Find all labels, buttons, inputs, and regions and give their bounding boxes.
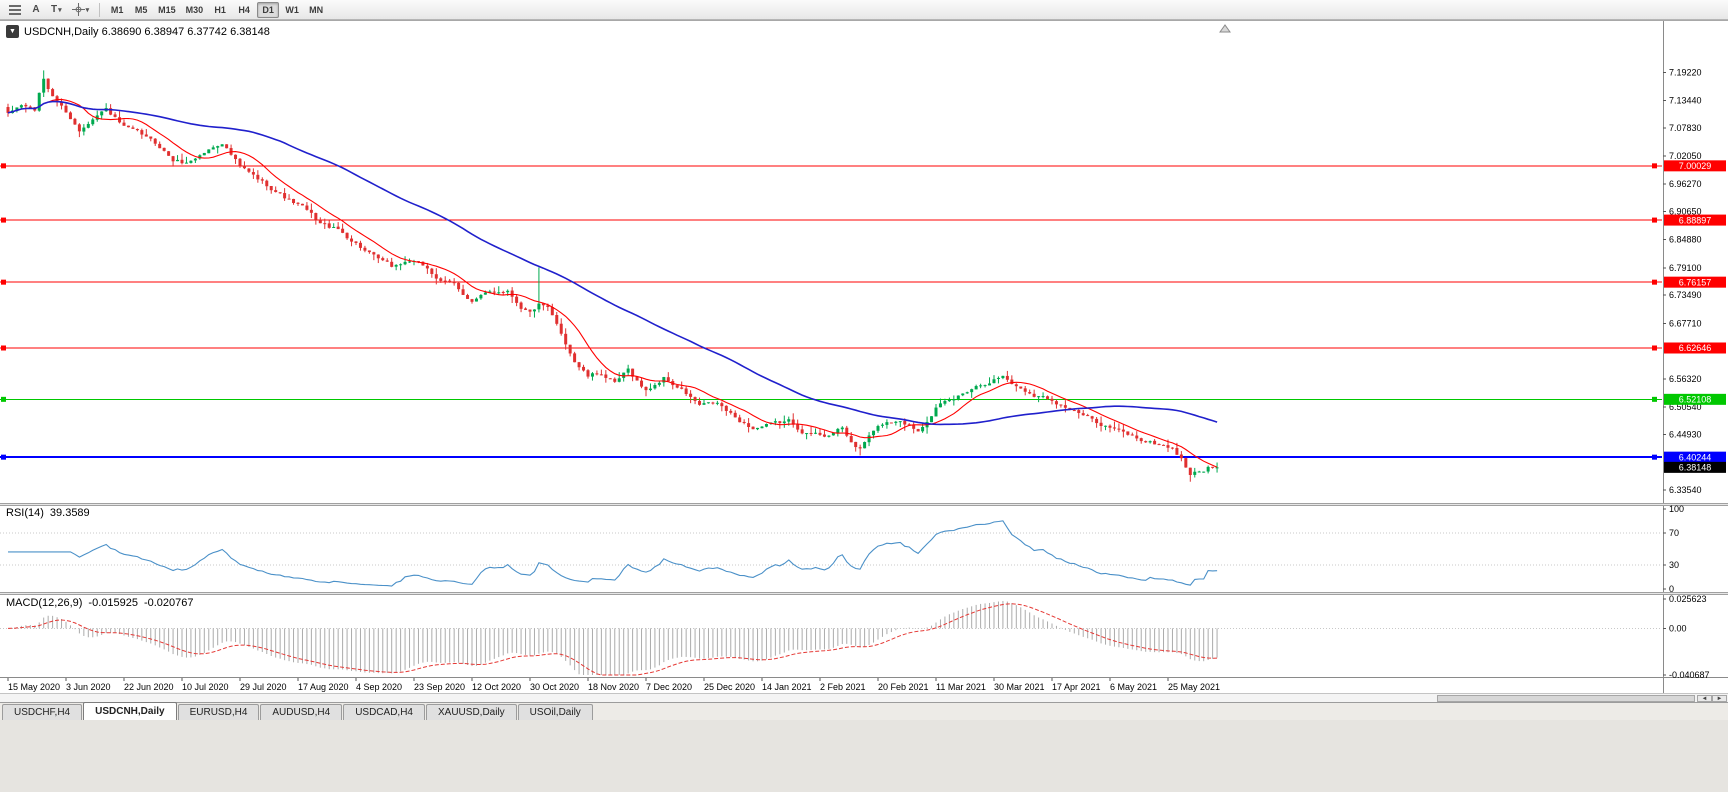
text-label-button[interactable]: A [27,2,45,18]
tile-windows-icon [9,4,21,15]
timeframe-button-d1[interactable]: D1 [257,1,280,18]
chart-tab-eurusd-h4[interactable]: EURUSD,H4 [177,704,260,720]
top-toolbar: A T ▾ ▾ M1 M5 M15 M30 H1 H4 D1 W1 MN [0,0,1728,20]
one-click-trading-button[interactable]: ▼ [6,25,19,38]
triangle-down-icon: ▼ [9,28,16,35]
toolbar-separator [99,2,101,17]
macd-header: MACD(12,26,9) -0.015925 -0.020767 [6,597,194,609]
chart-tab-usdchf-h4[interactable]: USDCHF,H4 [2,704,83,720]
scroll-left-button[interactable]: ◄ [1697,695,1712,702]
type-tool-icon: T [51,4,58,15]
chart-tab-bar: USDCHF,H4 USDCNH,Daily EURUSD,H4 AUDUSD,H4 U… [0,702,1728,720]
timeframe-group: M1 M5 M15 M30 H1 H4 D1 W1 MN [105,1,328,18]
chevron-down-icon: ▾ [58,6,62,14]
timeframe-button-mn[interactable]: MN [309,4,324,15]
scrollbar-thumb[interactable] [1437,695,1695,702]
crosshair-icon [71,3,85,16]
timeframe-button-w1[interactable]: W1 [285,4,299,15]
timeframe-button-h1[interactable]: H1 [214,4,226,15]
symbol-header: ▼ USDCNH,Daily 6.38690 6.38947 6.37742 6… [6,25,270,38]
chart-tab-usdcnh-daily[interactable]: USDCNH,Daily [83,702,177,720]
timeframe-button-m15[interactable]: M15 [158,4,176,15]
rsi-value: 39.3589 [49,507,90,519]
chart-tab-audusd-h4[interactable]: AUDUSD,H4 [260,704,343,720]
type-tool-button[interactable]: T ▾ [47,2,66,18]
rsi-title: RSI(14) [6,507,44,519]
price-scale[interactable] [1663,20,1728,693]
timeframe-button-h4[interactable]: H4 [238,4,250,15]
symbol-header-text: USDCNH,Daily 6.38690 6.38947 6.37742 6.3… [24,25,270,38]
timeframe-button-m30[interactable]: M30 [185,4,204,15]
chart-window[interactable] [0,20,1728,693]
chart-tab-usdcad-h4[interactable]: USDCAD,H4 [343,704,425,720]
window-filler [0,720,1728,792]
chart-tab-xauusd-daily[interactable]: XAUUSD,Daily [425,704,517,720]
arrow-right-icon: ► [1716,695,1723,702]
text-label-icon: A [32,4,40,15]
tile-windows-button[interactable] [5,2,25,18]
macd-value-2: -0.020767 [143,597,194,609]
macd-title: MACD(12,26,9) [6,597,83,609]
macd-value-1: -0.015925 [88,597,138,609]
scroll-right-button[interactable]: ► [1712,695,1727,702]
timeframe-button-m1[interactable]: M1 [110,4,124,15]
rsi-header: RSI(14) 39.3589 [6,507,90,519]
arrow-left-icon: ◄ [1701,695,1708,702]
timeframe-button-m5[interactable]: M5 [134,4,148,15]
chart-tab-usoil-daily[interactable]: USOil,Daily [517,704,593,720]
chevron-down-icon: ▾ [85,6,90,14]
horizontal-scrollbar[interactable]: ◄ ► [0,693,1728,702]
crosshair-tool-button[interactable]: ▾ [68,2,94,18]
